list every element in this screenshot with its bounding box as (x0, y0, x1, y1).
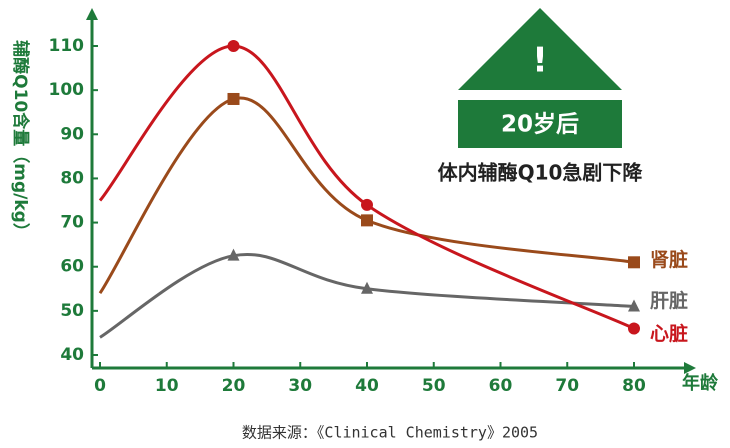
marker (628, 322, 640, 335)
legend-label: 肾脏 (650, 248, 688, 271)
marker (628, 256, 640, 269)
x-tick-label: 70 (555, 376, 579, 396)
marker (227, 92, 240, 105)
x-tick-label: 20 (222, 376, 246, 396)
x-tick-label: 10 (155, 376, 179, 396)
x-tick-label: 0 (94, 376, 106, 396)
marker (227, 248, 240, 261)
x-tick-label: 40 (355, 376, 379, 396)
x-tick-label: 30 (288, 376, 312, 396)
warning-icon: ! (532, 41, 548, 81)
marker (227, 40, 240, 52)
x-tick-label: 80 (622, 376, 646, 396)
y-tick-label: 80 (60, 168, 84, 188)
y-tick-label: 110 (49, 36, 85, 56)
warning-title: 20岁后 (501, 111, 579, 138)
y-tick-label: 70 (60, 213, 84, 233)
x-tick-label: 50 (422, 376, 446, 396)
y-tick-label: 100 (49, 80, 85, 100)
source: 数据来源：《Clinical Chemistry》2005 (242, 424, 538, 442)
warning-triangle (458, 8, 622, 90)
legend-label: 肝脏 (650, 289, 688, 312)
y-axis-label: 辅酶Q10含量（mg/kg） (10, 40, 31, 240)
warning-box (458, 100, 622, 148)
y-tick-label: 90 (60, 124, 84, 144)
marker (628, 299, 640, 312)
marker (361, 214, 373, 227)
x-tick-label: 60 (489, 376, 513, 396)
legend-label: 心脏 (650, 322, 688, 345)
marker (361, 281, 373, 294)
x-axis-label: 年龄 (682, 372, 719, 394)
line (98, 44, 635, 330)
line (99, 253, 635, 339)
warning-text: 体内辅酶Q10急剧下降 (438, 161, 644, 185)
line (98, 96, 635, 295)
y-tick-label: 50 (60, 301, 84, 321)
y-tick-label: 60 (60, 257, 84, 277)
y-tick-label: 40 (60, 345, 84, 365)
marker (361, 198, 373, 211)
